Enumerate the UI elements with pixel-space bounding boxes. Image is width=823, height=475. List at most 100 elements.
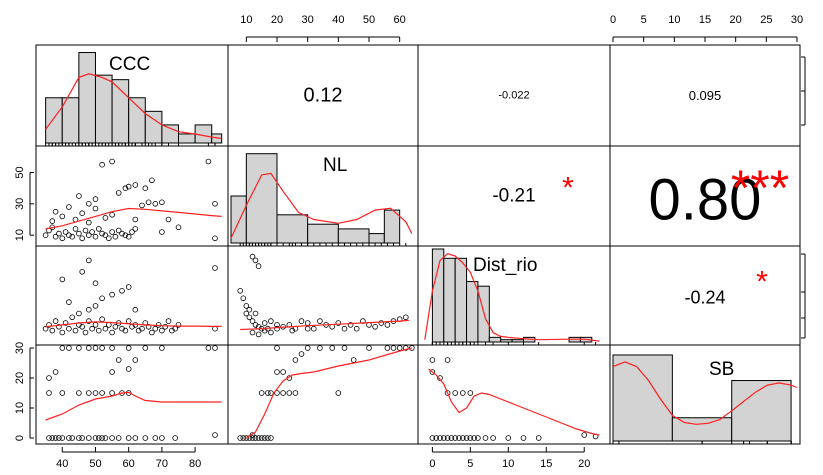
data-point [175,224,182,231]
smooth-line [45,207,222,230]
histogram-bar [94,74,113,144]
data-point [125,233,132,240]
data-point [142,185,149,192]
scatter-panel [237,345,415,441]
data-point [99,345,105,351]
rug-marks [45,143,216,146]
data-point [76,390,82,396]
data-point [79,210,85,217]
significance-stars: * [562,172,574,205]
smooth-line [45,321,222,328]
data-point [237,435,244,441]
data-point [347,322,354,328]
histogram-bar [337,228,370,244]
data-point [139,325,145,332]
data-point [49,435,56,441]
data-point [402,345,409,351]
data-point [62,320,69,326]
panel-frame [35,245,229,346]
data-point [482,435,489,441]
data-point [99,316,105,323]
data-point [125,366,132,372]
data-point [72,327,79,334]
smooth-line [240,319,409,331]
data-point [274,325,280,332]
data-point [298,351,305,357]
data-point [175,322,182,328]
rug-marks [239,243,407,246]
histogram-bar [612,354,673,442]
data-point [205,345,212,351]
scatter-panel [237,253,409,338]
data-point [274,369,280,375]
data-point [444,390,451,396]
panel-frame [609,344,801,445]
data-point [115,190,122,196]
significance-stars: *** [731,160,789,216]
data-point [52,208,59,215]
data-point [212,201,218,207]
data-point [79,235,85,242]
data-point [440,435,447,441]
data-point [350,357,357,363]
data-point [255,331,262,338]
data-point [59,435,66,441]
data-point [280,369,286,375]
axes-layer: 10 20 30 40 50 60 0 5 10 15 20 25 30 40 50 60 70 80 0 5 10 15… [14,14,806,470]
histogram-bar [78,52,96,144]
density-curve [424,253,600,342]
data-point [42,232,49,239]
data-point [46,390,52,396]
data-point [115,357,122,363]
data-point [467,390,474,396]
data-point [89,229,95,235]
correlation-value: 0.80 [649,168,762,233]
data-point [125,183,132,190]
data-point [268,435,274,441]
data-point [159,199,165,206]
rug-marks [431,342,597,345]
data-point [79,323,85,330]
data-point [252,257,259,264]
data-point [264,435,271,441]
data-point [99,390,105,396]
histogram-bar [454,257,468,343]
data-point [119,287,125,294]
smooth-line [428,368,600,436]
data-point [109,158,115,165]
data-point [132,435,139,441]
data-point [112,233,119,240]
scatter-panel [45,345,222,441]
data-point [86,232,92,239]
bottom-axis-tick-label: 50 [89,458,101,470]
scatter-panel [42,257,222,336]
data-point [152,325,159,332]
data-point [252,322,259,328]
data-point [329,345,336,351]
bottom-axis-tick-label: 5 [467,458,473,470]
data-point [268,318,274,324]
data-point [122,232,129,239]
variable-name-label: NL [323,155,347,176]
data-point [59,276,66,283]
data-point [49,218,56,224]
data-point [268,329,274,336]
top-axis-tick-label: 20 [271,14,283,26]
top-axis-tick-label: 5 [641,14,647,26]
data-point [353,325,360,332]
bottom-axis-tick-label: 70 [156,458,168,470]
data-point [252,310,259,317]
data-point [243,310,250,317]
data-point [212,235,218,242]
data-point [261,435,268,441]
data-point [292,357,299,363]
data-point [341,325,348,332]
data-point [109,435,115,441]
data-point [490,435,496,441]
data-point [125,435,132,441]
data-point [125,345,132,351]
data-point [132,226,139,232]
data-point [286,390,293,396]
data-point [76,435,82,441]
data-point [152,201,159,207]
